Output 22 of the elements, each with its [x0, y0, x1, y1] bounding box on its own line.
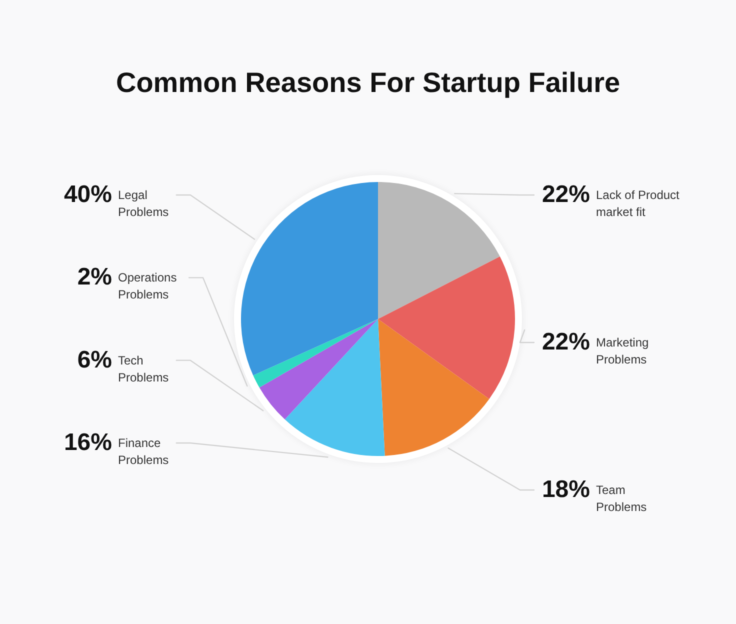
data-label: 40% [64, 181, 112, 208]
slice-label: Marketing Problems [596, 336, 649, 366]
pie-slice [253, 319, 378, 388]
pie-slice [241, 182, 378, 376]
slice-label: Tech Problems [118, 353, 169, 384]
slice-label: Operations Problems [118, 270, 177, 302]
pie-slice [284, 319, 385, 456]
slice-label: Finance Problems [118, 436, 169, 467]
slice-label: Team Problems [596, 483, 647, 514]
data-label: 6% [77, 346, 112, 374]
data-label: 18% [542, 476, 590, 503]
chart-title: Common Reasons For Startup Failure [116, 67, 620, 98]
data-label: 22% [542, 181, 590, 208]
data-label: 2% [77, 264, 112, 291]
slice-label: Legal Problems [118, 188, 169, 219]
slice-label: Lack of Product market fit [596, 188, 680, 219]
pie-slice [259, 319, 378, 420]
data-label: 22% [542, 328, 590, 356]
pie-slice [378, 319, 490, 456]
pie-slice [378, 256, 515, 399]
pie-slice [378, 182, 500, 319]
data-label: 16% [64, 429, 112, 456]
